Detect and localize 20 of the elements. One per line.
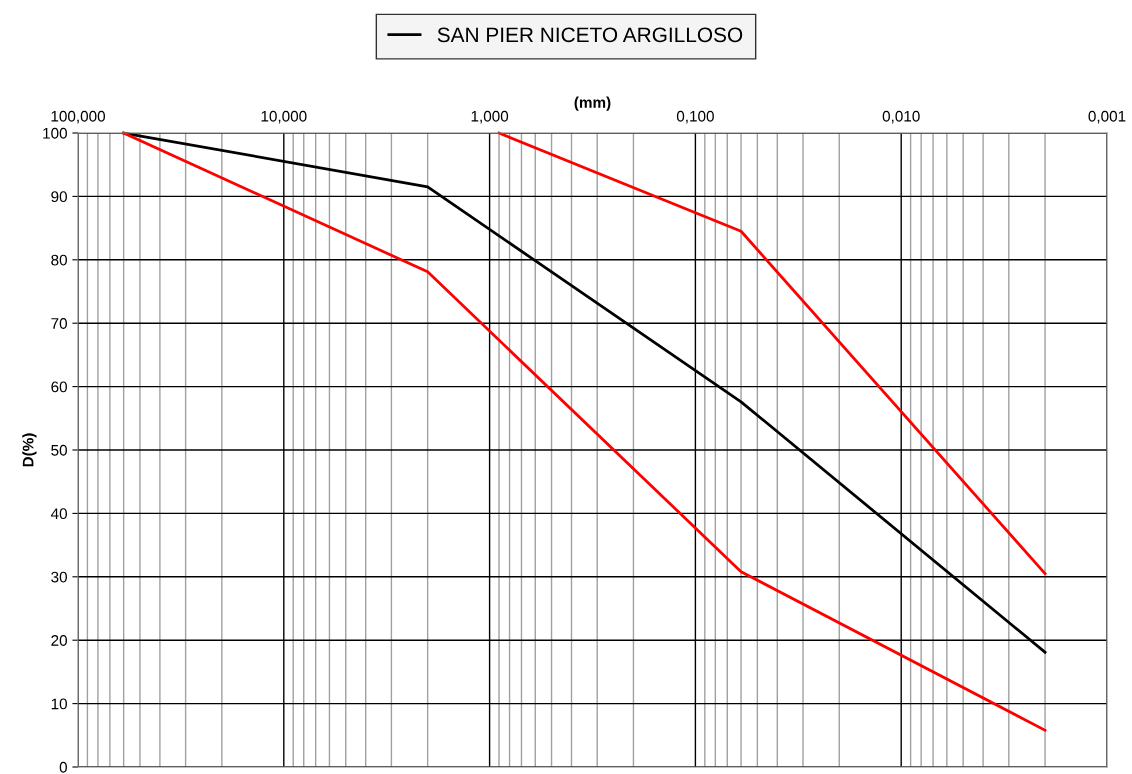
y-tick-label: 80 (51, 254, 67, 266)
y-tick-label: 20 (51, 635, 67, 646)
y-tick-label: 60 (51, 381, 67, 393)
y-tick-label: 0 (59, 761, 67, 773)
y-tick-label: 90 (51, 191, 67, 203)
y-tick-label: 30 (51, 571, 67, 583)
y-axis-title: D(%) (22, 433, 37, 467)
x-tick-label: 10,000 (261, 110, 307, 124)
y-tick-label: 50 (51, 444, 67, 456)
legend-label: SAN PIER NICETO ARGILLOSO (437, 27, 743, 43)
x-tick-label: 0,001 (1088, 110, 1126, 124)
x-tick-label: 0,100 (676, 110, 714, 124)
y-tick-label: 70 (51, 318, 67, 329)
y-tick-label: 40 (50, 508, 67, 520)
y-tick-label: 100 (43, 127, 67, 139)
x-axis-title: (mm) (574, 96, 611, 111)
x-tick-label: 0,010 (882, 110, 920, 124)
x-tick-label: 100,000 (51, 110, 106, 124)
x-tick-label: 1,000 (471, 110, 509, 124)
y-tick-label: 10 (51, 698, 67, 710)
